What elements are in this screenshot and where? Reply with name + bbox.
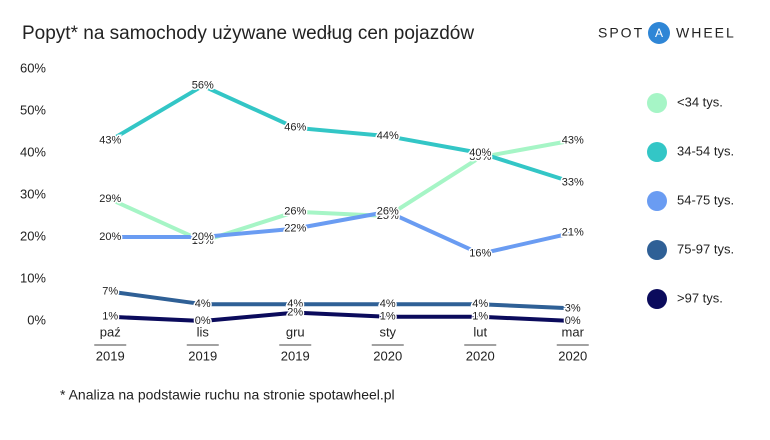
x-tick-year: 2019 <box>281 348 310 363</box>
logo-left: SPOT <box>598 25 644 41</box>
data-label: 46% <box>284 122 306 134</box>
legend-marker <box>647 191 667 211</box>
series-line <box>109 289 573 311</box>
x-tick-label: lut <box>473 324 487 339</box>
data-label: 1% <box>472 311 488 323</box>
data-label: 7% <box>102 286 118 298</box>
data-label: 44% <box>377 130 399 142</box>
legend-marker <box>647 93 667 113</box>
data-label: 43% <box>99 134 121 146</box>
chart-title: Popyt* na samochody używane według cen p… <box>22 23 474 44</box>
legend-label: 54-75 tys. <box>677 192 734 207</box>
logo-right: WHEEL <box>676 25 736 41</box>
legend-label: 34-54 tys. <box>677 143 734 158</box>
x-tick-label: sty <box>379 324 396 339</box>
footnote: * Analiza na podstawie ruchu na stronie … <box>60 387 395 403</box>
series-line <box>109 83 574 185</box>
x-tick-year: 2019 <box>96 348 125 363</box>
x-tick-year: 2020 <box>373 348 402 363</box>
data-label: 1% <box>380 311 396 323</box>
legend-marker <box>647 240 667 260</box>
series-line <box>109 138 574 244</box>
data-label: 3% <box>565 302 581 314</box>
data-label: 39% <box>469 151 491 163</box>
legend-marker <box>647 289 667 309</box>
logo-mark: A <box>655 26 663 40</box>
data-label: 25% <box>377 210 399 222</box>
data-label: 43% <box>562 134 584 146</box>
data-label: 56% <box>192 80 214 92</box>
y-tick-label: 30% <box>20 186 46 201</box>
x-tick-year: 2020 <box>466 348 495 363</box>
x-tick-label: paź <box>100 324 121 339</box>
y-tick-label: 40% <box>20 144 46 159</box>
y-tick-label: 50% <box>20 102 46 117</box>
data-label: 40% <box>469 147 491 159</box>
legend-marker <box>647 142 667 162</box>
data-label: 26% <box>284 206 306 218</box>
y-tick-label: 60% <box>20 60 46 75</box>
data-label: 20% <box>192 231 214 243</box>
x-tick-label: gru <box>286 324 305 339</box>
data-label: 4% <box>195 298 211 310</box>
data-label: 4% <box>380 298 396 310</box>
data-label: 2% <box>287 307 303 319</box>
legend-label: 75-97 tys. <box>677 241 734 256</box>
y-tick-label: 0% <box>27 312 46 327</box>
data-label: 1% <box>102 311 118 323</box>
y-tick-label: 10% <box>20 270 46 285</box>
legend-label: <34 tys. <box>677 94 723 109</box>
legend-label: >97 tys. <box>677 290 723 305</box>
x-tick-year: 2019 <box>188 348 217 363</box>
x-tick-year: 2020 <box>558 348 587 363</box>
data-label: 4% <box>287 298 303 310</box>
data-label: 0% <box>195 315 211 327</box>
data-label: 20% <box>99 231 121 243</box>
data-label: 29% <box>99 193 121 205</box>
data-label: 21% <box>562 227 584 239</box>
y-tick-label: 20% <box>20 228 46 243</box>
x-tick-label: lis <box>197 324 210 339</box>
data-label: 0% <box>565 315 581 327</box>
data-label: 26% <box>377 206 399 218</box>
data-label: 22% <box>284 223 306 235</box>
data-label: 4% <box>472 298 488 310</box>
data-label: 33% <box>562 176 584 188</box>
logo-circle <box>648 22 670 44</box>
series-line <box>110 310 573 323</box>
series-line <box>110 209 574 256</box>
data-label: 16% <box>469 248 491 260</box>
x-tick-label: mar <box>562 324 585 339</box>
data-label: 19% <box>192 235 214 247</box>
